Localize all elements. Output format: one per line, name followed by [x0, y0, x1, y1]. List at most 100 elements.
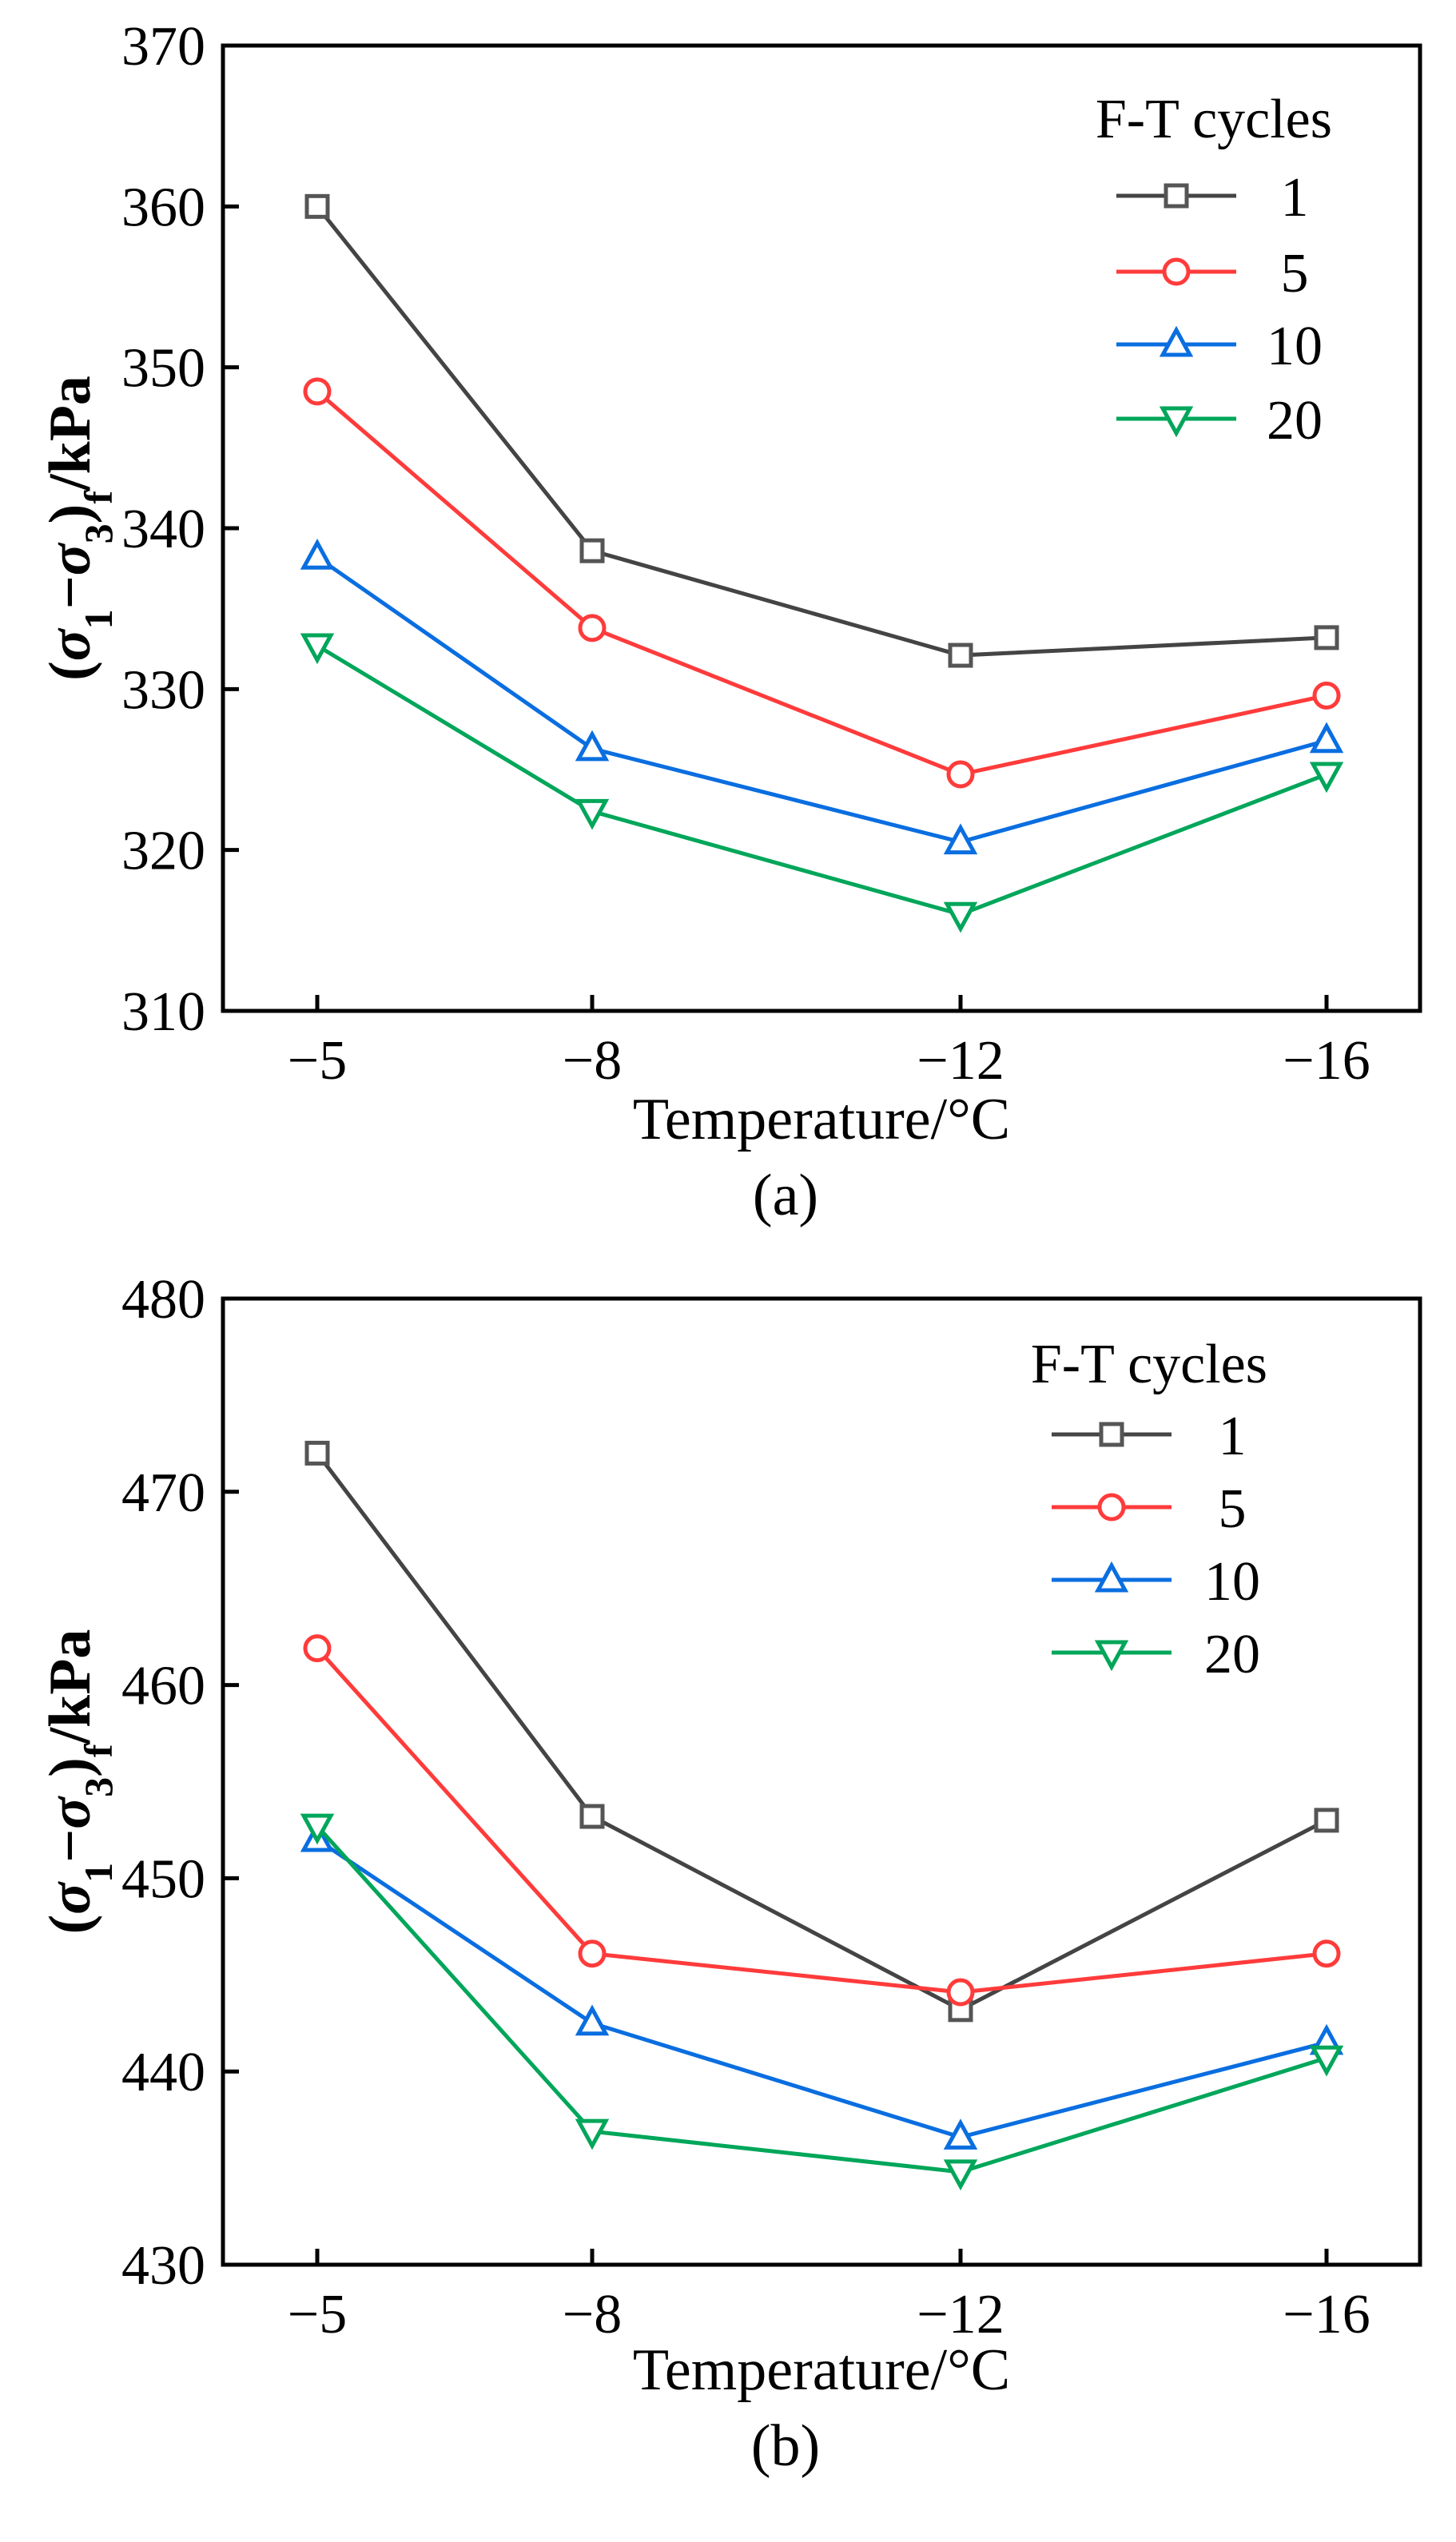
- x-tick-label: −5: [288, 1030, 347, 1092]
- legend-marker-icon: [1099, 1422, 1124, 1447]
- series-line-20: [316, 1824, 1327, 2174]
- y-tick-label: 310: [121, 981, 205, 1043]
- y-axis-label-part: ): [38, 1757, 103, 1777]
- x-tick-label: −16: [1283, 1030, 1370, 1092]
- y-axis-label-part: σ: [38, 1796, 103, 1829]
- data-point-20-2: [943, 901, 978, 933]
- legend-marker-icon: [1094, 1640, 1129, 1672]
- data-point-1-1: [579, 1804, 605, 1829]
- legend-title: F-T cycles: [1031, 1334, 1267, 1395]
- legend: F-T cycles 1 5 10 20: [1031, 1334, 1267, 1685]
- data-point-1-3: [1314, 625, 1339, 650]
- data-point-10-0: [300, 539, 335, 570]
- plot-frame: [221, 43, 1422, 1013]
- data-point-20-3: [1309, 762, 1344, 794]
- y-axis-label-part: σ: [38, 542, 103, 575]
- x-tick-label: −8: [563, 2284, 622, 2345]
- x-tick-label: −8: [563, 1030, 622, 1092]
- data-point-10-2: [943, 2118, 978, 2150]
- series-line-20: [316, 643, 1327, 917]
- legend-label: 1: [1219, 1406, 1247, 1467]
- data-point-20-3: [1309, 2045, 1344, 2077]
- series-line-1: [316, 1451, 1328, 2012]
- y-axis-label-part: 3: [76, 523, 121, 543]
- y-axis-label-part: σ: [38, 1881, 103, 1915]
- series-line-1: [316, 205, 1327, 658]
- plot-frame: [221, 1296, 1422, 2267]
- legend-item-20: 20: [1052, 1624, 1260, 1685]
- y-axis-label-part: (: [38, 1915, 103, 1935]
- data-point-20-2: [943, 2159, 978, 2191]
- data-point-5-1: [578, 1939, 607, 1968]
- y-tick-label: 470: [121, 1462, 205, 1524]
- legend-marker-icon: [1159, 406, 1194, 438]
- data-point-5-0: [303, 377, 332, 406]
- y-tick-label: 450: [121, 1848, 205, 1910]
- data-point-10-3: [1309, 722, 1344, 754]
- y-tick-label: 430: [121, 2235, 205, 2297]
- y-axis-label-part: f: [76, 490, 121, 504]
- data-point-5-2: [946, 1978, 975, 2007]
- data-point-1-1: [579, 538, 605, 563]
- y-tick-label: 350: [121, 338, 205, 400]
- legend-marker-icon: [1162, 257, 1191, 286]
- legend-item-10: 10: [1052, 1551, 1260, 1613]
- y-axis-label-part: 1: [76, 1863, 121, 1883]
- data-point-20-1: [575, 2118, 610, 2150]
- data-point-10-2: [943, 823, 978, 855]
- y-tick-label: 480: [121, 1269, 205, 1331]
- data-point-20-1: [575, 798, 610, 830]
- y-tick-label: 330: [121, 659, 205, 721]
- data-point-5-3: [1312, 1939, 1341, 1968]
- legend-label: 1: [1281, 167, 1309, 229]
- legend-label: 20: [1204, 1624, 1260, 1685]
- data-point-10-1: [575, 730, 610, 762]
- legend-marker-icon: [1097, 1493, 1126, 1522]
- y-axis-label-part: /kPa: [38, 376, 103, 491]
- legend-item-1: 1: [1116, 167, 1309, 229]
- x-axis-label: Temperature/°C: [633, 1087, 1010, 1152]
- y-axis-label-part: f: [76, 1743, 121, 1757]
- data-point-10-1: [575, 2004, 610, 2036]
- data-point-5-0: [303, 1634, 332, 1663]
- series-line-10: [316, 1837, 1327, 2140]
- y-tick-label: 340: [121, 499, 205, 560]
- legend: F-T cycles 1 5 10 20: [1096, 89, 1332, 452]
- y-axis-label: (σ1−σ3)f/kPa: [38, 1629, 121, 1935]
- y-axis-label-part: −: [38, 1829, 103, 1863]
- legend-label: 20: [1267, 390, 1323, 452]
- legend-title: F-T cycles: [1096, 89, 1332, 150]
- legend-item-5: 5: [1116, 243, 1309, 304]
- data-point-5-3: [1312, 681, 1341, 710]
- x-tick-label: −5: [288, 2284, 347, 2345]
- legend-item-1: 1: [1052, 1406, 1247, 1467]
- legend-marker-icon: [1159, 325, 1194, 357]
- y-axis-label-part: /kPa: [38, 1629, 103, 1745]
- y-tick-label: 320: [121, 821, 205, 882]
- legend-marker-icon: [1094, 1561, 1129, 1593]
- legend-label: 10: [1204, 1551, 1260, 1613]
- x-tick-label: −16: [1283, 2284, 1370, 2345]
- data-point-20-0: [300, 633, 335, 665]
- x-tick-label: −12: [917, 2284, 1004, 2345]
- legend-label: 5: [1219, 1478, 1247, 1540]
- y-axis-label-part: (: [38, 661, 103, 681]
- x-axis-label: Temperature/°C: [633, 2337, 1010, 2403]
- data-point-5-1: [578, 614, 607, 642]
- y-tick-label: 370: [121, 16, 205, 78]
- y-axis-label-part: ): [38, 504, 103, 524]
- series-line-5: [316, 1646, 1327, 1995]
- panel-label: (b): [751, 2413, 820, 2479]
- series-line-10: [316, 555, 1327, 845]
- data-point-1-2: [948, 642, 973, 668]
- x-tick-label: −12: [917, 1030, 1004, 1092]
- legend-item-20: 20: [1116, 390, 1323, 452]
- data-point-20-0: [300, 1813, 335, 1845]
- data-point-1-3: [1314, 1808, 1339, 1833]
- legend-label: 5: [1281, 243, 1309, 304]
- legend-item-10: 10: [1116, 316, 1323, 377]
- y-axis-label-part: −: [38, 575, 103, 609]
